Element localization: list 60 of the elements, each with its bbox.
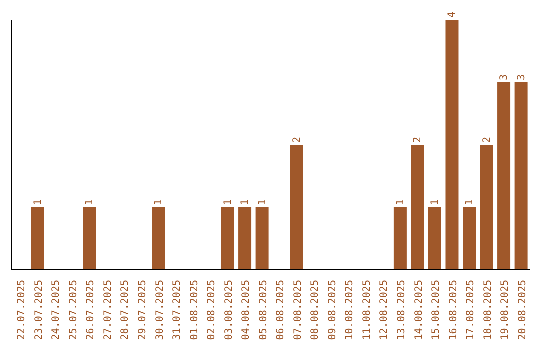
data-label: 1 <box>240 199 252 206</box>
x-tick-label: 29.07.2025 <box>138 280 148 340</box>
x-tick-label: 07.08.2025 <box>292 280 304 340</box>
x-tick-label: 16.08.2025 <box>448 280 460 340</box>
bar <box>31 208 44 270</box>
data-label: 1 <box>395 199 406 206</box>
x-tick-label: 13.08.2025 <box>396 280 408 340</box>
x-tick-label: 17.08.2025 <box>466 280 477 340</box>
x-tick-label: 19.08.2025 <box>500 280 512 340</box>
x-tick-label: 09.08.2025 <box>327 280 338 340</box>
x-tick-label: 10.08.2025 <box>344 280 356 340</box>
bar <box>221 208 234 270</box>
data-label: 1 <box>222 199 234 206</box>
x-tick-label: 08.08.2025 <box>310 280 322 340</box>
x-tick-label: 25.07.2025 <box>68 280 80 340</box>
bar <box>290 145 304 270</box>
data-label: 1 <box>32 199 44 206</box>
x-tick-label: 18.08.2025 <box>482 280 494 340</box>
data-label: 1 <box>430 199 441 206</box>
bar <box>428 208 442 270</box>
data-label: 3 <box>516 74 528 80</box>
x-tick-label: 20.08.2025 <box>517 280 528 340</box>
bar <box>480 145 494 270</box>
bar <box>463 208 476 270</box>
x-tick-label: 03.08.2025 <box>224 280 235 340</box>
bar <box>514 82 528 270</box>
data-label: 2 <box>412 136 424 143</box>
bar <box>238 208 252 270</box>
x-tick-label: 24.07.2025 <box>51 280 62 340</box>
x-tick-label: 30.07.2025 <box>154 280 166 340</box>
bar <box>394 208 407 270</box>
bar <box>498 82 511 270</box>
bar <box>446 20 459 270</box>
x-tick-label: 22.07.2025 <box>16 280 28 340</box>
x-tick-label: 05.08.2025 <box>258 280 270 340</box>
x-tick-label: 15.08.2025 <box>431 280 442 340</box>
x-tick-label: 26.07.2025 <box>86 280 97 340</box>
data-label: 1 <box>464 199 476 206</box>
x-tick-label: 31.07.2025 <box>172 280 184 340</box>
data-label: 1 <box>257 199 268 206</box>
x-tick-label: 14.08.2025 <box>414 280 425 340</box>
bar <box>83 208 96 270</box>
x-tick-label: 02.08.2025 <box>206 280 218 340</box>
data-label: 2 <box>482 136 493 143</box>
x-tick-label: 28.07.2025 <box>120 280 132 340</box>
data-label: 1 <box>154 199 165 206</box>
bar <box>411 145 424 270</box>
x-tick-label: 11.08.2025 <box>362 280 373 340</box>
x-tick-label: 27.07.2025 <box>102 280 114 340</box>
bar <box>152 208 166 270</box>
x-tick-label: 06.08.2025 <box>276 280 287 340</box>
x-tick-label: 12.08.2025 <box>379 280 390 340</box>
data-label: 4 <box>447 12 458 18</box>
bar <box>256 208 269 270</box>
data-label: 2 <box>292 136 303 143</box>
data-label: 3 <box>499 74 510 80</box>
data-label: 1 <box>84 199 96 206</box>
x-tick-label: 23.07.2025 <box>34 280 45 340</box>
x-tick-label: 01.08.2025 <box>189 280 200 340</box>
x-tick-label: 04.08.2025 <box>241 280 252 340</box>
